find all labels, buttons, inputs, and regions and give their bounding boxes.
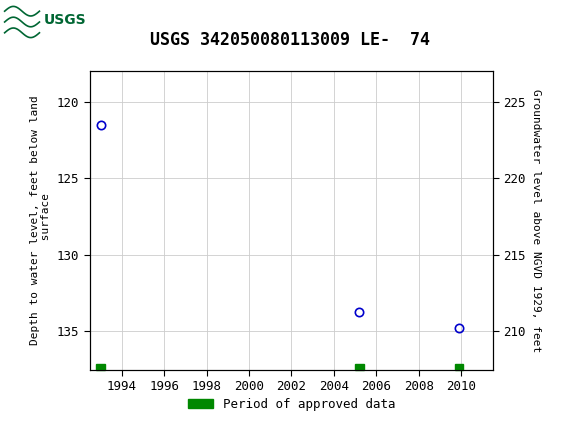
Bar — [455, 364, 463, 370]
Bar — [96, 364, 105, 370]
Y-axis label: Depth to water level, feet below land
 surface: Depth to water level, feet below land su… — [30, 95, 52, 345]
Legend: Period of approved data: Period of approved data — [183, 393, 400, 416]
Y-axis label: Groundwater level above NGVD 1929, feet: Groundwater level above NGVD 1929, feet — [531, 89, 542, 352]
Bar — [355, 364, 364, 370]
FancyBboxPatch shape — [3, 3, 61, 37]
Text: USGS: USGS — [44, 13, 86, 27]
Text: USGS 342050080113009 LE-  74: USGS 342050080113009 LE- 74 — [150, 31, 430, 49]
